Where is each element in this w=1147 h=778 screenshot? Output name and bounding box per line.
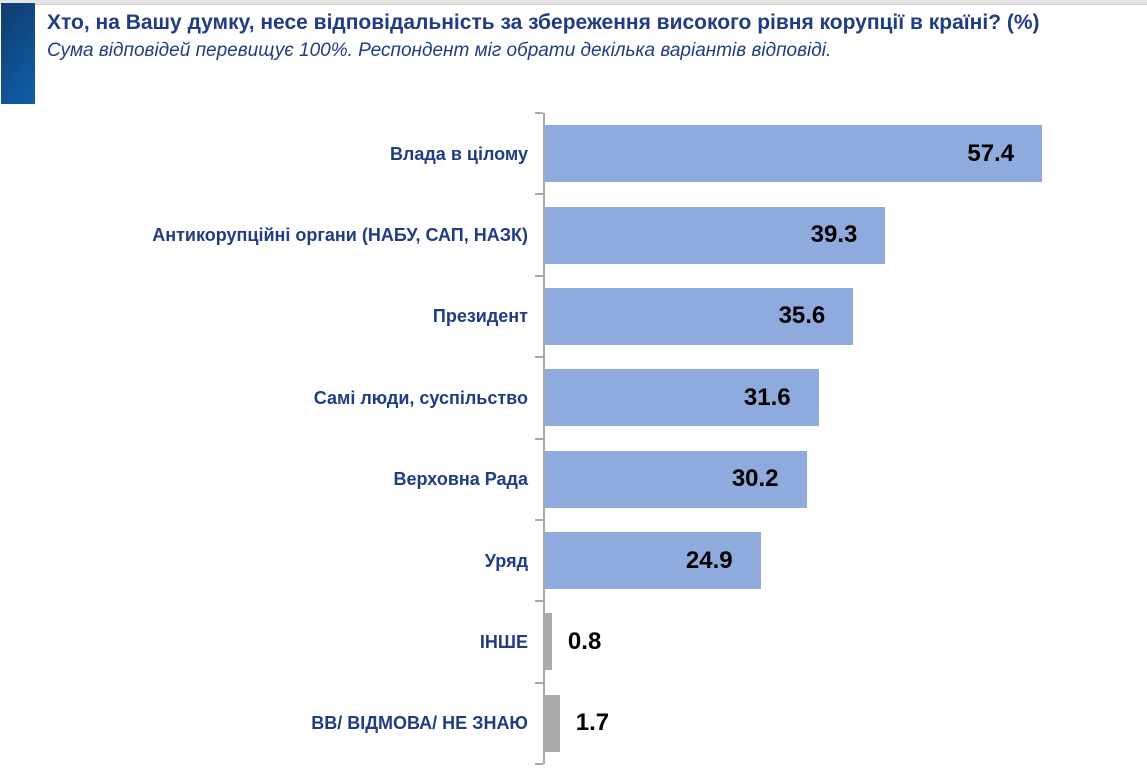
bar xyxy=(545,613,552,671)
axis-tick xyxy=(535,274,543,277)
chart-row: Самі люди, суспільство 31.6 xyxy=(0,357,1147,438)
axis-tick xyxy=(535,518,543,521)
category-label: Президент xyxy=(432,306,528,327)
value-label: 1.7 xyxy=(575,709,610,737)
chart-row: ВВ/ ВІДМОВА/ НЕ ЗНАЮ 1.7 xyxy=(0,683,1147,764)
bar-chart: Влада в цілому 57.4 Антикорупційні органи … xyxy=(0,112,1147,765)
brand-accent-block xyxy=(1,3,35,104)
bar: 24.9 xyxy=(545,532,761,590)
bar: 35.6 xyxy=(545,287,854,345)
bar: 30.2 xyxy=(545,450,807,508)
category-label: Уряд xyxy=(484,550,528,571)
page-subtitle: Сума відповідей перевищує 100%. Респонде… xyxy=(47,40,832,61)
bar-area: 30.2 xyxy=(543,450,1147,508)
category-label: ВВ/ ВІДМОВА/ НЕ ЗНАЮ xyxy=(311,713,528,734)
axis-tick xyxy=(535,600,543,603)
category-label: Влада в цілому xyxy=(389,143,528,164)
bar: 39.3 xyxy=(545,206,886,264)
page-title: Хто, на Вашу думку, несе відповідальніст… xyxy=(47,11,1040,34)
axis-tick xyxy=(535,193,543,196)
bar-area: 35.6 xyxy=(543,287,1147,345)
axis-tick xyxy=(535,763,543,765)
value-label: 30.2 xyxy=(731,465,779,493)
axis-tick xyxy=(535,681,543,684)
value-label: 24.9 xyxy=(685,546,733,574)
axis-tick xyxy=(535,112,543,114)
value-label: 39.3 xyxy=(810,221,858,249)
bar-area: 24.9 xyxy=(543,532,1147,590)
chart-row: Президент 35.6 xyxy=(0,276,1147,357)
bar: 31.6 xyxy=(545,369,819,427)
value-label: 57.4 xyxy=(967,139,1015,167)
chart-row: ІНШЕ 0.8 xyxy=(0,601,1147,682)
bar: 57.4 xyxy=(545,125,1043,183)
chart-row: Уряд 24.9 xyxy=(0,520,1147,601)
category-label: Самі люди, суспільство xyxy=(313,387,528,408)
bar xyxy=(545,694,560,752)
bar-area: 1.7 xyxy=(543,694,1147,752)
axis-tick xyxy=(535,437,543,440)
chart-row: Влада в цілому 57.4 xyxy=(0,113,1147,194)
axis-tick xyxy=(535,356,543,359)
axis-line xyxy=(543,113,545,764)
chart-row: Верховна Рада 30.2 xyxy=(0,439,1147,520)
bar-area: 39.3 xyxy=(543,206,1147,264)
bar-area: 57.4 xyxy=(543,125,1147,183)
category-label: Антикорупційні органи (НАБУ, САП, НАЗК) xyxy=(152,225,528,246)
header: Хто, на Вашу думку, несе відповідальніст… xyxy=(47,9,1137,63)
value-label: 31.6 xyxy=(743,383,791,411)
top-border-strip xyxy=(0,0,1147,5)
category-label: ІНШЕ xyxy=(479,631,528,652)
value-label: 0.8 xyxy=(567,627,602,655)
chart-row: Антикорупційні органи (НАБУ, САП, НАЗК) 3… xyxy=(0,194,1147,275)
bar-area: 31.6 xyxy=(543,369,1147,427)
value-label: 35.6 xyxy=(778,302,826,330)
category-label: Верховна Рада xyxy=(393,469,529,490)
bar-area: 0.8 xyxy=(543,613,1147,671)
